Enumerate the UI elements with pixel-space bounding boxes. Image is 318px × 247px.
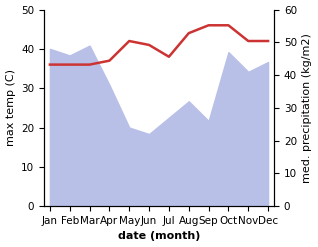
X-axis label: date (month): date (month) <box>118 231 200 242</box>
Y-axis label: med. precipitation (kg/m2): med. precipitation (kg/m2) <box>302 33 313 183</box>
Y-axis label: max temp (C): max temp (C) <box>5 69 16 146</box>
